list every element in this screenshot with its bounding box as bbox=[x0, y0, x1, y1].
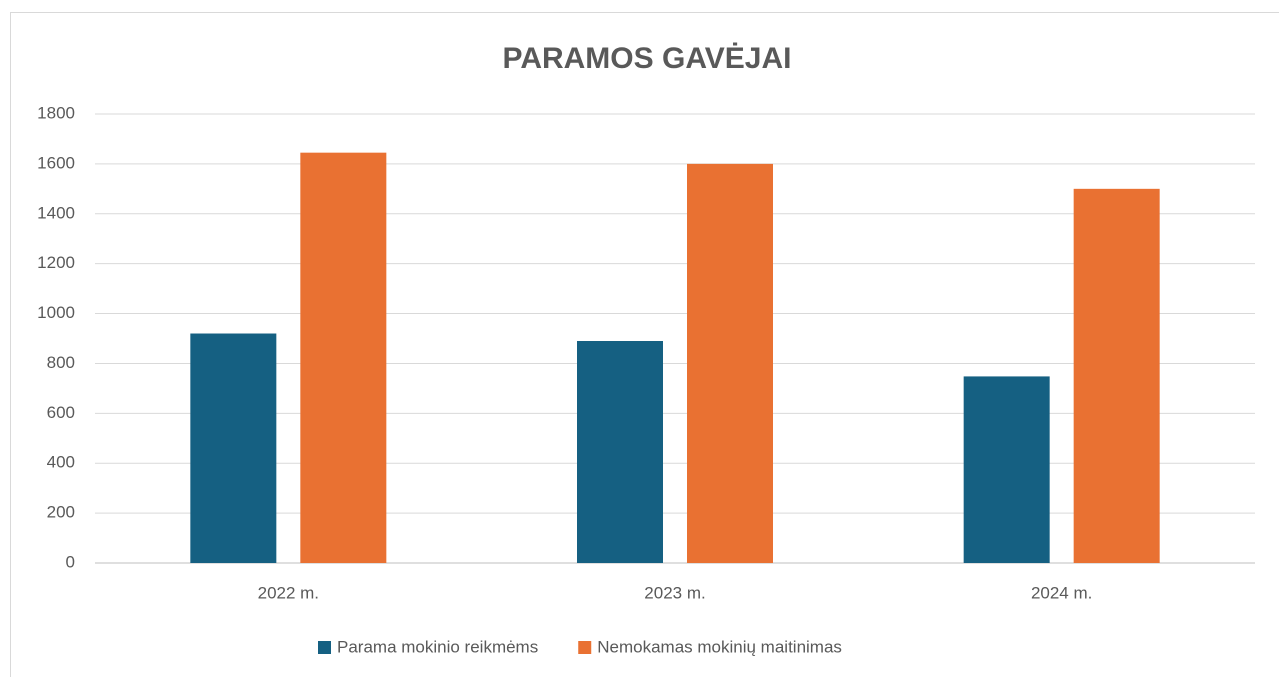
y-tick-label: 1800 bbox=[37, 103, 75, 122]
y-tick-label: 1000 bbox=[37, 303, 75, 322]
legend-label: Parama mokinio reikmėms bbox=[337, 637, 538, 656]
y-tick-label: 600 bbox=[47, 403, 75, 422]
chart-title: PARAMOS GAVĖJAI bbox=[503, 42, 792, 75]
bar bbox=[964, 376, 1050, 563]
legend-swatch bbox=[578, 641, 591, 654]
y-tick-label: 1200 bbox=[37, 253, 75, 272]
y-tick-label: 800 bbox=[47, 353, 75, 372]
legend-swatch bbox=[318, 641, 331, 654]
bar bbox=[300, 153, 386, 563]
x-tick-label: 2023 m. bbox=[644, 583, 705, 602]
legend-label: Nemokamas mokinių maitinimas bbox=[597, 637, 842, 656]
bar bbox=[687, 164, 773, 563]
x-tick-label: 2022 m. bbox=[258, 583, 319, 602]
bar bbox=[577, 341, 663, 563]
y-tick-label: 1600 bbox=[37, 153, 75, 172]
y-tick-label: 400 bbox=[47, 453, 75, 472]
y-tick-label: 1400 bbox=[37, 203, 75, 222]
x-tick-label: 2024 m. bbox=[1031, 583, 1092, 602]
bar bbox=[190, 334, 276, 563]
bar bbox=[1074, 189, 1160, 563]
y-tick-label: 200 bbox=[47, 503, 75, 522]
y-tick-label: 0 bbox=[66, 552, 75, 571]
